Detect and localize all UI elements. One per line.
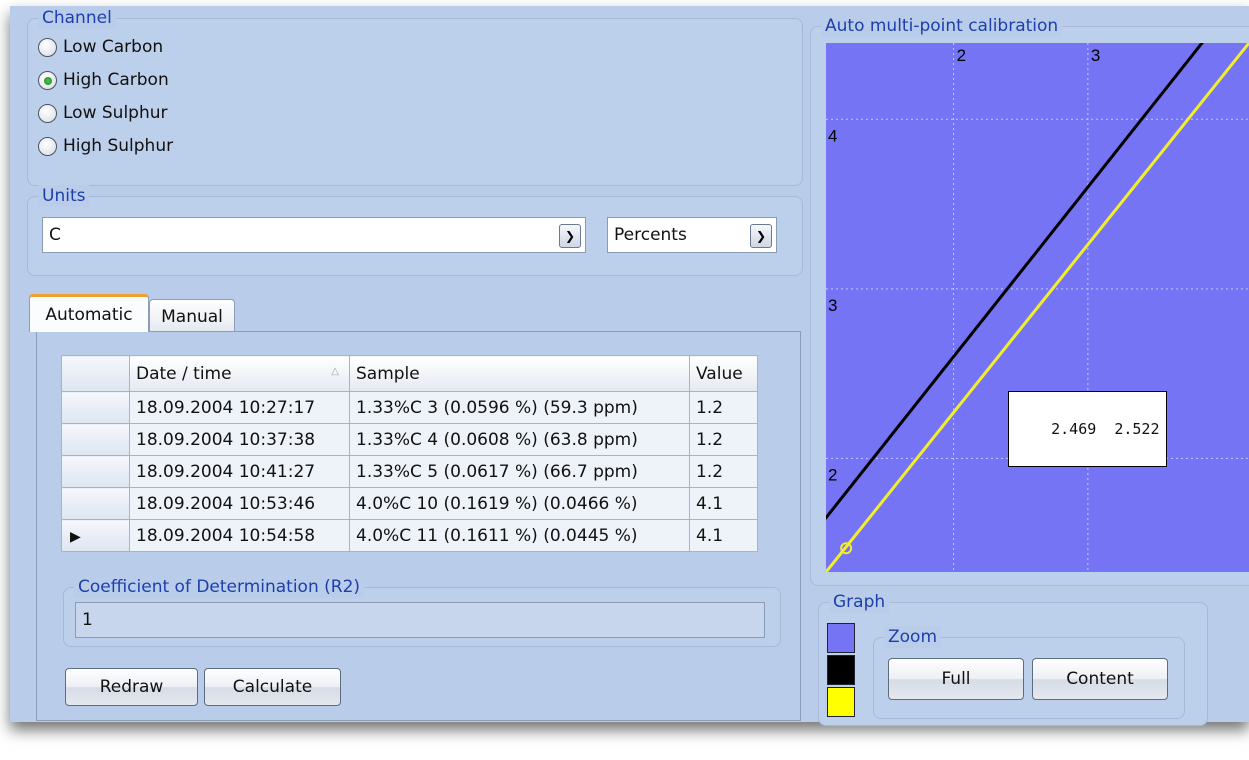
radio-circle-icon (38, 136, 57, 156)
cell-datetime[interactable]: 18.09.2004 10:27:17 (129, 391, 350, 424)
zoom-group: Zoom Full Content (873, 626, 1185, 719)
sort-ascending-icon: △ (331, 366, 339, 377)
tab-automatic[interactable]: Automatic (29, 294, 149, 332)
radio-low-sulphur[interactable]: Low Sulphur (38, 98, 168, 128)
cell-value[interactable]: 4.1 (689, 519, 758, 552)
value-tooltip: 2.469 2.522 (1008, 391, 1167, 467)
y-tick-label: 3 (828, 296, 837, 315)
calibration-plot[interactable]: 2 3 2 3 4 2.469 2.522 (826, 43, 1249, 572)
radio-circle-icon (38, 37, 57, 57)
unit-combo-value: Percents (614, 225, 687, 245)
cell-value[interactable]: 1.2 (689, 423, 758, 456)
radio-label: Low Carbon (63, 37, 164, 57)
column-header-value[interactable]: Value (689, 355, 758, 392)
radio-low-carbon[interactable]: Low Carbon (38, 32, 163, 62)
row-header[interactable] (61, 391, 130, 424)
zoom-group-title: Zoom (884, 626, 942, 648)
column-header-label: Sample (356, 363, 420, 384)
channel-group-title: Channel (38, 7, 116, 29)
graph-group: Graph Zoom Full Content (818, 591, 1208, 726)
element-combo-value: C (49, 225, 61, 245)
channel-group: Channel Low Carbon High Carbon Low Sulph… (27, 7, 803, 186)
table-row[interactable]: 18.09.2004 10:53:46 4.0%C 10 (0.1619 %) … (61, 487, 758, 520)
r2-value: 1 (82, 610, 93, 630)
cell-sample[interactable]: 4.0%C 10 (0.1619 %) (0.0466 %) (349, 487, 690, 520)
cell-sample[interactable]: 4.0%C 11 (0.1611 %) (0.0445 %) (349, 519, 690, 552)
radio-label: High Carbon (63, 70, 169, 90)
r2-group: Coefficient of Determination (R2) 1 (63, 576, 781, 647)
units-group: Units C ❯ Percents ❯ (27, 185, 803, 276)
calibration-point-marker (840, 542, 853, 555)
cell-datetime[interactable]: 18.09.2004 10:41:27 (129, 455, 350, 488)
radio-circle-icon (38, 103, 57, 123)
table-header-row: Date / time △ Sample Value (61, 355, 758, 392)
calculate-button-label: Calculate (232, 677, 313, 697)
x-tick-label: 2 (957, 46, 966, 65)
element-combo[interactable]: C ❯ (42, 217, 586, 253)
cell-datetime[interactable]: 18.09.2004 10:54:58 (129, 519, 350, 552)
row-header[interactable] (61, 487, 130, 520)
radio-high-sulphur[interactable]: High Sulphur (38, 131, 173, 161)
calibration-table[interactable]: Date / time △ Sample Value 18.09.2004 10… (61, 355, 758, 552)
radio-checked-icon (38, 70, 57, 90)
column-header-sample[interactable]: Sample (349, 355, 690, 392)
fit-color-swatch[interactable] (827, 687, 855, 717)
chevron-down-icon[interactable]: ❯ (559, 224, 581, 248)
zoom-full-label: Full (941, 669, 971, 689)
cell-value[interactable]: 4.1 (689, 487, 758, 520)
radio-label: Low Sulphur (63, 103, 168, 123)
radio-high-carbon[interactable]: High Carbon (38, 65, 169, 95)
cell-sample[interactable]: 1.33%C 4 (0.0608 %) (63.8 ppm) (349, 423, 690, 456)
cell-value[interactable]: 1.2 (689, 391, 758, 424)
redraw-button[interactable]: Redraw (65, 668, 198, 706)
cell-datetime[interactable]: 18.09.2004 10:53:46 (129, 487, 350, 520)
y-tick-label: 2 (828, 465, 837, 484)
value-tooltip-text: 2.469 2.522 (1051, 420, 1160, 438)
cell-sample[interactable]: 1.33%C 5 (0.0617 %) (66.7 ppm) (349, 455, 690, 488)
graph-group-title: Graph (829, 591, 890, 613)
y-tick-label: 4 (828, 126, 837, 145)
background-color-swatch[interactable] (827, 623, 855, 653)
row-header-corner (61, 355, 130, 392)
column-header-label: Value (696, 363, 743, 384)
row-header[interactable] (61, 423, 130, 456)
table-row[interactable]: ▶ 18.09.2004 10:54:58 4.0%C 11 (0.1611 %… (61, 519, 758, 552)
units-group-title: Units (38, 185, 90, 207)
calibration-line-0 (826, 43, 1204, 521)
automatic-tab-panel: Date / time △ Sample Value 18.09.2004 10… (36, 331, 801, 721)
tab-label: Automatic (45, 304, 133, 325)
redraw-button-label: Redraw (99, 677, 164, 697)
tab-manual[interactable]: Manual (149, 299, 235, 333)
column-header-datetime[interactable]: Date / time △ (129, 355, 350, 392)
table-row[interactable]: 18.09.2004 10:27:17 1.33%C 3 (0.0596 %) … (61, 391, 758, 424)
table-row[interactable]: 18.09.2004 10:41:27 1.33%C 5 (0.0617 %) … (61, 455, 758, 488)
zoom-full-button[interactable]: Full (888, 658, 1024, 700)
radio-label: High Sulphur (63, 136, 174, 156)
chevron-down-icon[interactable]: ❯ (750, 224, 772, 248)
x-tick-label: 3 (1091, 46, 1100, 65)
r2-group-title: Coefficient of Determination (R2) (74, 576, 365, 598)
cell-value[interactable]: 1.2 (689, 455, 758, 488)
cell-datetime[interactable]: 18.09.2004 10:37:38 (129, 423, 350, 456)
calculate-button[interactable]: Calculate (204, 668, 341, 706)
column-header-label: Date / time (136, 363, 232, 384)
zoom-content-button[interactable]: Content (1032, 658, 1168, 700)
calibration-plot-svg: 2 3 2 3 4 (826, 43, 1249, 572)
cell-sample[interactable]: 1.33%C 3 (0.0596 %) (59.3 ppm) (349, 391, 690, 424)
calibration-line-1 (826, 43, 1249, 572)
row-header[interactable] (61, 455, 130, 488)
table-row[interactable]: 18.09.2004 10:37:38 1.33%C 4 (0.0608 %) … (61, 423, 758, 456)
calibration-group-title: Auto multi-point calibration (821, 15, 1063, 37)
r2-field: 1 (75, 602, 765, 638)
zoom-content-label: Content (1066, 669, 1134, 689)
current-row-arrow-icon: ▶ (70, 528, 81, 545)
unit-combo[interactable]: Percents ❯ (607, 217, 777, 253)
row-header-current[interactable]: ▶ (61, 519, 130, 552)
tab-label: Manual (161, 306, 223, 327)
line-color-swatch[interactable] (827, 655, 855, 685)
